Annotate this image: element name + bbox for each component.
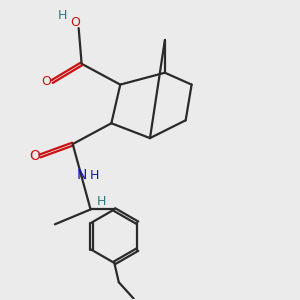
Text: O: O <box>70 16 80 29</box>
Text: O: O <box>29 149 40 163</box>
Text: H: H <box>89 169 99 182</box>
Text: H: H <box>58 9 67 22</box>
Text: H: H <box>97 195 106 208</box>
Text: O: O <box>42 75 52 88</box>
Text: N: N <box>77 168 87 182</box>
